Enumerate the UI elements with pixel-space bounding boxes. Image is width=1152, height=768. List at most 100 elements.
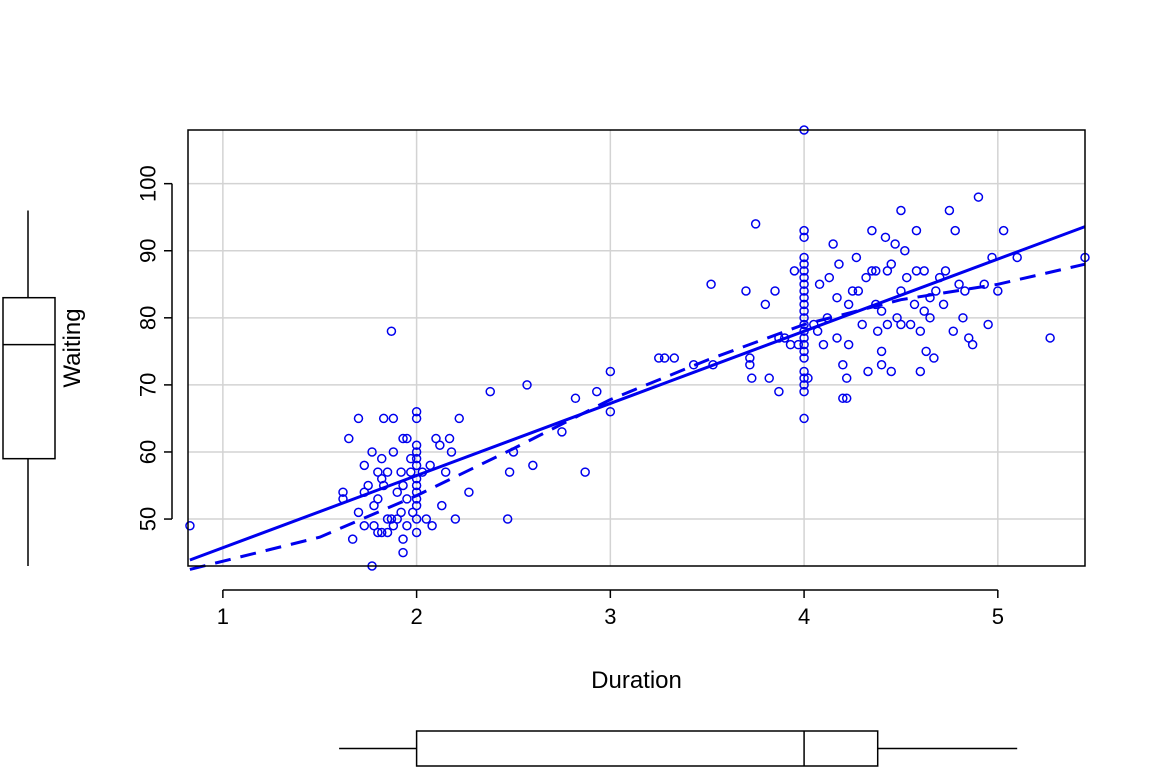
data-point bbox=[688, 360, 699, 370]
data-point bbox=[353, 413, 364, 424]
data-point bbox=[987, 252, 997, 263]
data-point bbox=[882, 319, 893, 330]
data-point bbox=[960, 286, 970, 296]
data-point bbox=[1012, 252, 1022, 263]
data-point bbox=[799, 346, 809, 357]
data-point bbox=[958, 313, 968, 323]
data-point bbox=[580, 467, 590, 477]
grid bbox=[188, 130, 1085, 566]
data-point bbox=[828, 239, 838, 249]
data-point bbox=[411, 413, 422, 424]
data-point bbox=[799, 279, 809, 290]
data-point bbox=[871, 266, 881, 276]
data-point bbox=[853, 286, 864, 296]
data-point bbox=[938, 299, 949, 310]
data-point bbox=[799, 266, 809, 276]
data-point bbox=[919, 306, 929, 316]
data-point bbox=[911, 266, 922, 276]
data-point bbox=[911, 225, 922, 236]
data-point bbox=[799, 272, 809, 283]
regression-line bbox=[189, 225, 1086, 562]
data-point bbox=[185, 521, 195, 531]
data-point bbox=[376, 527, 387, 538]
data-point bbox=[411, 494, 422, 504]
data-point bbox=[851, 252, 862, 263]
data-point bbox=[528, 460, 538, 471]
data-point bbox=[338, 487, 348, 497]
data-point bbox=[979, 279, 990, 290]
data-point bbox=[376, 453, 387, 464]
data-point bbox=[382, 527, 393, 538]
data-point bbox=[896, 205, 906, 216]
x-tick-label: 2 bbox=[410, 604, 422, 629]
data-point bbox=[931, 286, 941, 296]
data-point bbox=[411, 460, 422, 471]
data-point bbox=[706, 279, 716, 290]
data-point bbox=[967, 339, 978, 350]
smooth-fit-line bbox=[189, 262, 1086, 571]
data-point bbox=[398, 547, 408, 558]
data-point bbox=[847, 286, 858, 296]
data-point bbox=[799, 225, 809, 236]
data-point bbox=[764, 373, 774, 383]
data-point bbox=[386, 326, 397, 336]
x-tick-label: 3 bbox=[604, 604, 616, 629]
data-points bbox=[185, 125, 1090, 571]
data-point bbox=[838, 393, 848, 404]
data-point bbox=[382, 467, 393, 477]
data-point bbox=[373, 494, 383, 504]
data-point bbox=[948, 326, 959, 336]
data-point bbox=[779, 333, 790, 343]
data-point bbox=[841, 373, 852, 383]
data-point bbox=[396, 507, 406, 518]
data-point bbox=[421, 514, 432, 524]
data-point bbox=[411, 487, 422, 497]
data-point bbox=[411, 480, 422, 491]
data-point bbox=[880, 232, 891, 243]
data-point bbox=[378, 480, 389, 491]
data-point bbox=[867, 266, 877, 276]
data-point bbox=[1045, 333, 1055, 343]
data-point bbox=[388, 413, 399, 424]
x-boxplot bbox=[339, 730, 1018, 767]
data-point bbox=[876, 360, 887, 370]
data-point bbox=[983, 319, 993, 330]
data-point bbox=[915, 366, 926, 377]
data-point bbox=[921, 346, 931, 357]
data-point bbox=[770, 286, 780, 296]
data-point bbox=[508, 447, 519, 457]
data-point bbox=[799, 299, 809, 310]
data-point bbox=[861, 272, 871, 283]
data-point bbox=[799, 373, 809, 383]
data-point bbox=[417, 467, 428, 477]
data-point bbox=[799, 252, 809, 263]
data-point bbox=[919, 266, 929, 276]
data-point bbox=[822, 313, 833, 323]
data-point bbox=[750, 219, 761, 229]
data-point bbox=[450, 514, 461, 524]
data-point bbox=[818, 339, 829, 350]
data-point bbox=[799, 313, 809, 323]
data-point bbox=[876, 346, 887, 357]
data-point bbox=[747, 373, 757, 383]
y-tick-label: 80 bbox=[136, 306, 161, 330]
x-tick-label: 4 bbox=[798, 604, 810, 629]
data-point bbox=[382, 514, 393, 524]
data-point bbox=[799, 353, 809, 363]
data-point bbox=[834, 259, 844, 269]
data-point bbox=[427, 521, 437, 531]
data-point bbox=[367, 447, 377, 457]
x-tick-label: 5 bbox=[992, 604, 1004, 629]
data-point bbox=[890, 239, 900, 249]
data-point bbox=[909, 299, 920, 310]
data-point bbox=[444, 433, 455, 444]
data-point bbox=[398, 433, 408, 444]
data-point bbox=[659, 353, 670, 363]
data-point bbox=[386, 514, 397, 524]
y-tick-label: 60 bbox=[136, 440, 161, 464]
data-point bbox=[902, 272, 912, 283]
data-point bbox=[435, 440, 445, 451]
data-point bbox=[799, 259, 809, 269]
data-point bbox=[934, 272, 945, 283]
data-point bbox=[799, 306, 809, 316]
